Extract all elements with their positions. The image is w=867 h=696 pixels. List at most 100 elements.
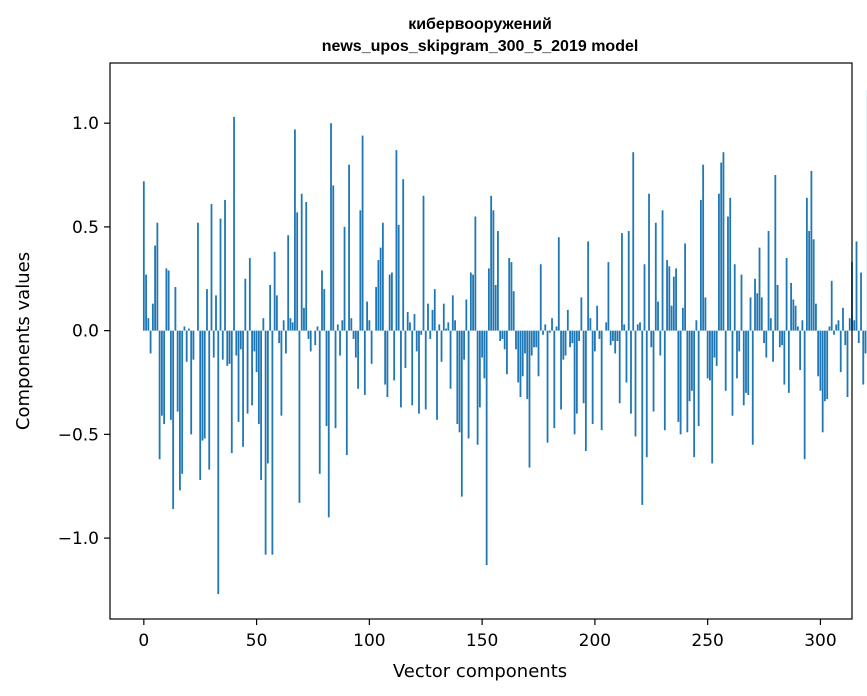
bar [731, 330, 734, 416]
bar [853, 320, 856, 331]
bar [738, 330, 741, 352]
bar [436, 330, 438, 420]
bar [546, 330, 549, 443]
bar [562, 330, 565, 360]
bar [460, 330, 463, 497]
bar [616, 330, 619, 341]
bar [253, 330, 256, 352]
bar [447, 322, 450, 331]
bar [751, 330, 754, 445]
bar [508, 258, 511, 331]
bar [264, 330, 267, 555]
bar [336, 324, 339, 331]
y-tick-label: 0.5 [72, 218, 99, 238]
bar [767, 231, 770, 331]
bar [729, 197, 732, 331]
y-tick-label: 0.0 [72, 322, 99, 342]
bar [487, 268, 490, 331]
bar [278, 330, 281, 344]
bar [361, 135, 364, 331]
bar [790, 282, 792, 331]
bar [607, 262, 610, 331]
bar [805, 197, 808, 331]
bar [397, 224, 400, 331]
bar [697, 330, 700, 427]
bar [199, 330, 202, 480]
bar [431, 309, 434, 331]
bar [420, 330, 423, 335]
bar [663, 330, 666, 431]
bar [179, 330, 181, 491]
bar [386, 330, 389, 398]
bar [149, 330, 152, 354]
bar [291, 322, 294, 331]
bar [693, 330, 696, 458]
bar [334, 330, 337, 429]
bar [593, 330, 596, 352]
bar [848, 318, 851, 331]
x-tick-label: 0 [138, 631, 149, 651]
bar [727, 216, 729, 331]
bar [711, 330, 714, 464]
bar [699, 199, 702, 331]
bar [839, 330, 842, 373]
bar [772, 330, 774, 362]
bar [785, 258, 788, 331]
bar [142, 181, 145, 331]
bar [325, 330, 328, 427]
bar [654, 222, 657, 331]
bar [235, 330, 238, 356]
bar [339, 330, 341, 356]
bar [587, 241, 590, 331]
bar [273, 251, 276, 331]
bar [824, 330, 826, 402]
bar [217, 330, 220, 595]
bar [343, 226, 346, 331]
bar [494, 284, 497, 331]
bar [415, 330, 418, 352]
bar [677, 330, 680, 422]
bar [787, 330, 790, 393]
bar [266, 330, 269, 464]
bar [844, 330, 847, 346]
bar [226, 330, 229, 366]
bar [506, 330, 508, 375]
bar [609, 330, 612, 346]
bar [675, 268, 677, 331]
bar [688, 330, 691, 402]
bar [724, 330, 727, 391]
bar [370, 330, 373, 364]
bar [582, 330, 585, 404]
bar [842, 307, 844, 331]
bar [837, 320, 840, 331]
bar [596, 305, 599, 331]
bar [706, 330, 709, 379]
bar [391, 272, 393, 331]
bar [499, 330, 502, 341]
bar [377, 260, 380, 331]
bar [366, 301, 368, 331]
bar [542, 330, 544, 335]
bar [715, 330, 718, 366]
bar [167, 270, 170, 331]
bar [828, 326, 831, 331]
bar [345, 330, 348, 456]
bar [481, 330, 484, 358]
bar [557, 237, 560, 331]
bar [709, 330, 711, 381]
bar [666, 260, 668, 331]
bar [566, 309, 569, 331]
bar [553, 330, 556, 429]
bar [560, 330, 562, 410]
bar [316, 326, 319, 331]
bar [476, 330, 479, 445]
y-axis-label: Components values [13, 252, 34, 430]
bar [657, 301, 659, 331]
bar [379, 247, 382, 331]
bar [465, 299, 468, 331]
bar [206, 289, 208, 331]
bar [760, 297, 763, 331]
bar [208, 330, 211, 470]
x-axis-ticks: 0 50 100 150 200 250 300 [138, 619, 837, 651]
bar [160, 330, 163, 416]
